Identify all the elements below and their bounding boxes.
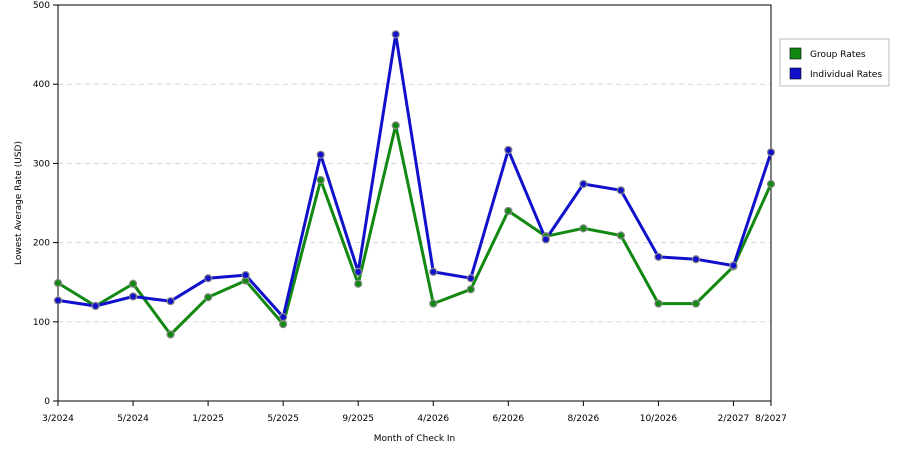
data-point — [391, 30, 400, 39]
x-tick-label: 8/2027 — [755, 414, 787, 424]
data-point — [766, 148, 776, 157]
data-point — [316, 175, 325, 185]
data-point — [204, 274, 213, 283]
data-point — [541, 235, 550, 244]
data-point — [166, 330, 175, 339]
axes: 0 100 200 300 400 500 3/2024 5/2024 1/2025 5/2025… — [33, 1, 787, 424]
plot-area — [57, 4, 772, 402]
legend-swatch-individual-rates — [789, 67, 802, 80]
legend: Group Rates Individual Rates — [779, 38, 890, 87]
series-line-1 — [57, 32, 773, 319]
data-point — [616, 231, 625, 240]
data-point — [504, 145, 513, 155]
y-tick-label: 200 — [33, 239, 50, 249]
data-point — [691, 299, 701, 308]
x-tick-label: 5/2024 — [117, 414, 149, 424]
data-point — [354, 279, 363, 288]
data-point — [391, 121, 400, 130]
x-axis-title: Month of Check In — [374, 434, 456, 444]
y-axis-title: Lowest Average Rate (USD) — [14, 141, 24, 265]
data-point — [429, 267, 438, 277]
x-tick-label: 3/2024 — [42, 414, 74, 424]
x-tick-label: 9/2025 — [342, 414, 374, 424]
data-point — [53, 296, 63, 305]
grid-lines — [58, 83, 771, 323]
x-tick-label: 8/2026 — [568, 414, 600, 424]
y-tick-label: 0 — [44, 397, 50, 407]
data-point — [279, 312, 288, 322]
y-tick-label: 300 — [33, 159, 50, 169]
y-tick-label: 500 — [33, 1, 50, 11]
data-point — [729, 261, 738, 270]
data-point — [128, 279, 138, 288]
legend-swatch-group-rates — [789, 47, 802, 60]
data-point — [354, 267, 363, 277]
data-point — [579, 179, 588, 189]
data-point — [241, 270, 250, 280]
data-point — [279, 320, 288, 329]
data-point — [204, 293, 213, 302]
x-tick-label: 10/2026 — [640, 414, 678, 424]
data-point — [504, 206, 513, 216]
data-point — [466, 274, 475, 283]
x-tick-label: 2/2027 — [718, 414, 750, 424]
x-tick-label: 4/2026 — [417, 414, 449, 424]
series-layer — [53, 30, 776, 339]
data-point — [166, 297, 175, 306]
x-tick-label: 5/2025 — [267, 414, 299, 424]
legend-label-individual-rates: Individual Rates — [810, 70, 882, 80]
data-point — [654, 299, 663, 308]
series-line-0 — [57, 123, 773, 336]
y-tick-label: 400 — [33, 80, 50, 90]
data-point — [654, 252, 663, 261]
x-tick-label: 1/2025 — [192, 414, 224, 424]
data-point — [766, 179, 776, 189]
data-point — [466, 285, 475, 294]
data-point — [53, 278, 63, 288]
data-point — [691, 255, 701, 264]
legend-label-group-rates: Group Rates — [810, 50, 866, 60]
data-point — [316, 150, 325, 159]
data-point — [128, 292, 138, 301]
x-tick-label: 6/2026 — [492, 414, 524, 424]
data-point — [616, 186, 625, 195]
data-point — [91, 301, 100, 311]
data-point — [579, 224, 588, 233]
data-point — [429, 299, 438, 308]
y-tick-label: 100 — [33, 318, 50, 328]
